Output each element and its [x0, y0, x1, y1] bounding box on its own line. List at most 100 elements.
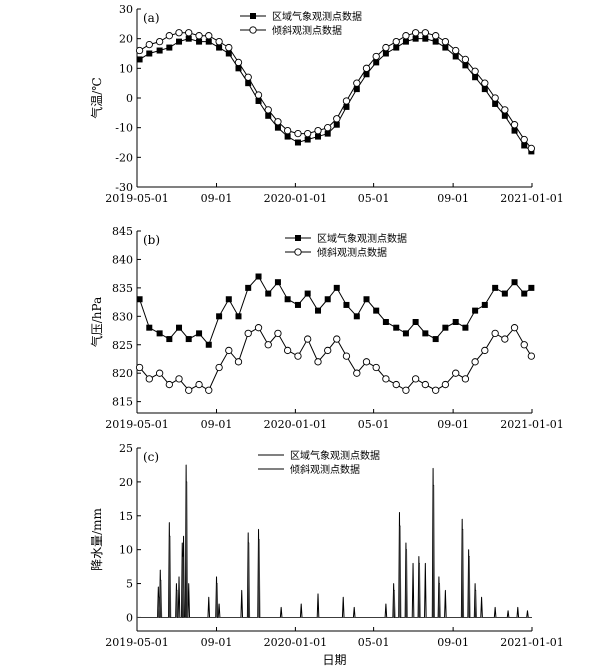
legend-marker — [295, 235, 301, 241]
data-point — [178, 576, 180, 578]
data-point — [424, 562, 426, 564]
data-point — [155, 369, 164, 377]
data-point — [511, 279, 518, 286]
data-point — [136, 56, 143, 63]
series-1 — [137, 464, 532, 618]
data-point — [160, 579, 162, 581]
legend-entry: 区域气象观测点数据 — [317, 232, 407, 245]
y-tick-label: 5 — [126, 578, 133, 591]
data-point — [461, 375, 470, 383]
data-point — [215, 37, 223, 46]
data-point — [165, 32, 173, 40]
x-tick-label: 09-01 — [437, 418, 469, 431]
data-point — [462, 528, 464, 530]
precipitation-line — [137, 481, 532, 618]
data-point — [481, 346, 489, 355]
legend-entry: 倾斜观测点数据 — [290, 463, 360, 476]
data-point — [146, 50, 153, 57]
data-point — [442, 44, 449, 51]
data-point — [265, 290, 272, 297]
legend-marker — [249, 26, 257, 34]
data-point — [392, 37, 400, 46]
data-point — [363, 71, 370, 78]
data-point — [471, 67, 479, 75]
y-tick-label: 0 — [126, 611, 133, 624]
data-point — [176, 38, 183, 45]
data-point — [195, 32, 203, 40]
data-point — [294, 352, 302, 360]
data-point — [422, 35, 429, 42]
data-point — [294, 139, 301, 146]
data-point — [146, 324, 153, 331]
data-point — [363, 296, 370, 303]
data-point — [432, 32, 440, 40]
data-point — [255, 273, 262, 280]
data-point — [245, 284, 252, 291]
x-tick-label: 09-01 — [201, 192, 233, 205]
data-point — [399, 525, 401, 527]
y-axis-label: 气温/℃ — [89, 77, 104, 118]
data-point — [208, 596, 210, 598]
data-point — [402, 38, 409, 45]
data-point — [258, 539, 260, 540]
data-point — [304, 290, 311, 297]
data-point — [254, 324, 263, 332]
data-point — [353, 86, 360, 93]
x-tick-label: 09-01 — [437, 192, 469, 205]
y-tick-label: 25 — [119, 442, 133, 455]
data-point — [412, 35, 419, 42]
data-point — [491, 329, 499, 338]
data-point — [157, 586, 159, 588]
y-tick-label: 845 — [112, 225, 133, 238]
data-point — [471, 358, 479, 366]
data-point — [492, 100, 499, 107]
panel-label: (b) — [143, 233, 160, 247]
data-point — [324, 296, 331, 303]
data-point — [166, 44, 173, 51]
data-point — [333, 121, 340, 128]
data-point — [283, 346, 292, 355]
y-tick-label: 815 — [112, 396, 133, 409]
data-point — [280, 606, 282, 608]
data-point — [168, 522, 170, 523]
data-point — [255, 97, 262, 104]
data-point — [442, 324, 449, 331]
data-point — [474, 583, 476, 584]
data-point — [241, 589, 243, 591]
data-point — [444, 589, 446, 591]
y-tick-label: 20 — [119, 33, 133, 46]
data-point — [372, 363, 380, 372]
data-point — [314, 358, 322, 366]
data-point — [159, 569, 161, 571]
data-point — [185, 35, 192, 42]
data-point — [294, 301, 301, 308]
data-point — [284, 296, 291, 303]
data-point — [244, 73, 252, 81]
data-point — [382, 319, 389, 325]
data-point — [185, 29, 193, 37]
data-point — [481, 79, 489, 87]
data-point — [492, 284, 499, 291]
data-point — [441, 37, 450, 46]
data-point — [405, 542, 407, 544]
data-point — [314, 126, 322, 135]
legend-marker — [294, 248, 302, 256]
series-1 — [136, 35, 535, 155]
data-point — [472, 74, 479, 81]
data-point — [452, 369, 460, 377]
chart-panel-1: -30 -20 -10 0 10 20 30 2019-05-01 09-01 2020-01-0… — [89, 3, 564, 205]
data-point — [145, 375, 153, 383]
data-point — [244, 329, 252, 338]
data-point — [510, 121, 519, 129]
data-point — [402, 386, 410, 394]
data-point — [225, 296, 232, 303]
data-point — [468, 549, 470, 551]
data-point — [372, 52, 380, 61]
legend-entry: 倾斜观测点数据 — [272, 24, 342, 37]
x-tick-label: 2019-05-01 — [105, 192, 168, 205]
data-point — [185, 336, 192, 343]
data-point — [245, 80, 252, 87]
data-point — [182, 556, 184, 557]
data-point — [462, 324, 469, 331]
